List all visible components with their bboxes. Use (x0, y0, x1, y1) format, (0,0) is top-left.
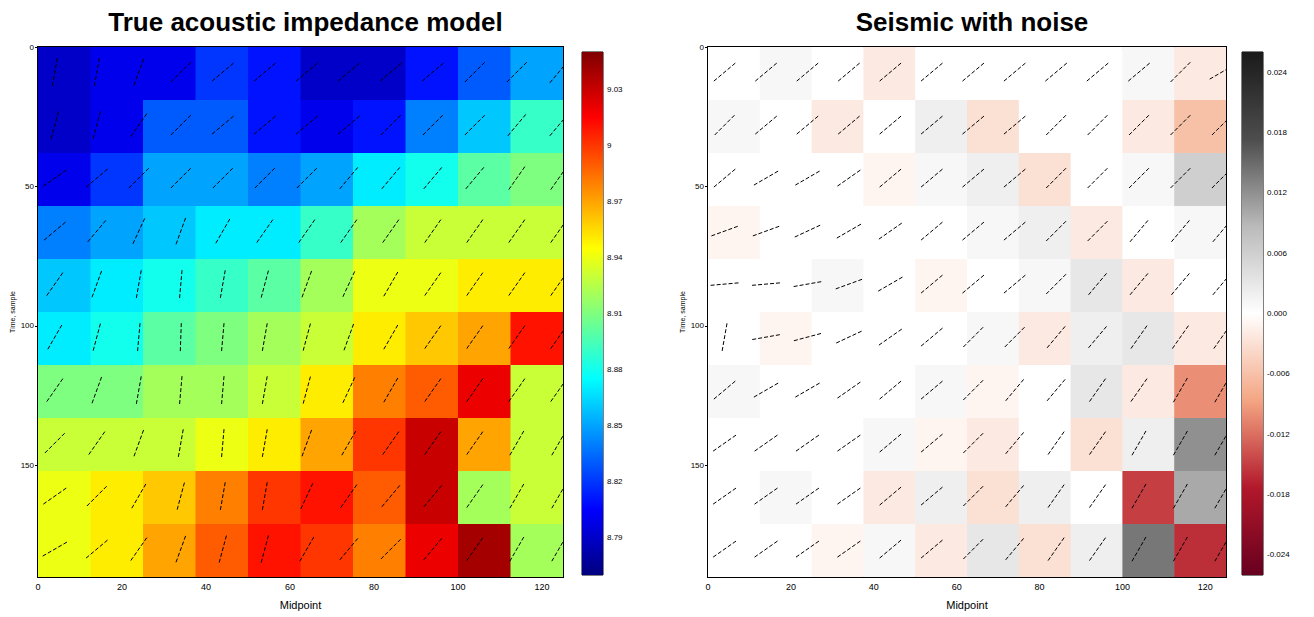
svg-text:100: 100 (21, 321, 35, 330)
svg-text:120: 120 (534, 582, 549, 592)
svg-text:0: 0 (35, 582, 40, 592)
svg-text:9: 9 (607, 141, 612, 150)
svg-text:50: 50 (695, 182, 704, 191)
svg-text:100: 100 (450, 582, 465, 592)
svg-text:40: 40 (869, 582, 879, 592)
svg-text:Time, sample: Time, sample (679, 291, 687, 333)
svg-text:Time, sample: Time, sample (9, 291, 17, 333)
svg-text:60: 60 (285, 582, 295, 592)
svg-text:Seismic with noise: Seismic with noise (856, 7, 1089, 37)
svg-text:40: 40 (201, 582, 211, 592)
svg-text:60: 60 (952, 582, 962, 592)
svg-text:9.03: 9.03 (607, 85, 623, 94)
svg-text:True acoustic impedance model: True acoustic impedance model (108, 7, 502, 37)
svg-text:150: 150 (691, 461, 705, 470)
svg-text:120: 120 (1198, 582, 1213, 592)
svg-text:8.88: 8.88 (607, 365, 623, 374)
svg-text:50: 50 (25, 182, 34, 191)
svg-text:8.91: 8.91 (607, 309, 623, 318)
svg-text:0: 0 (705, 582, 710, 592)
svg-text:0.006: 0.006 (1267, 249, 1288, 258)
svg-text:8.79: 8.79 (607, 533, 623, 542)
svg-text:8.82: 8.82 (607, 477, 623, 486)
svg-text:Midpoint: Midpoint (946, 599, 988, 611)
svg-text:20: 20 (786, 582, 796, 592)
svg-text:100: 100 (691, 321, 705, 330)
svg-text:-0.006: -0.006 (1267, 369, 1290, 378)
svg-text:-0.012: -0.012 (1267, 430, 1290, 439)
svg-text:0: 0 (30, 43, 35, 52)
svg-text:8.85: 8.85 (607, 421, 623, 430)
svg-text:100: 100 (1115, 582, 1130, 592)
svg-text:0: 0 (700, 43, 705, 52)
svg-text:-0.018: -0.018 (1267, 490, 1290, 499)
svg-text:8.97: 8.97 (607, 197, 623, 206)
svg-text:0.000: 0.000 (1267, 309, 1288, 318)
svg-text:8.94: 8.94 (607, 253, 623, 262)
svg-text:20: 20 (117, 582, 127, 592)
svg-text:80: 80 (369, 582, 379, 592)
svg-text:0.012: 0.012 (1267, 188, 1288, 197)
svg-text:150: 150 (21, 461, 35, 470)
svg-text:Midpoint: Midpoint (280, 599, 322, 611)
svg-text:0.018: 0.018 (1267, 128, 1288, 137)
svg-text:0.024: 0.024 (1267, 68, 1288, 77)
svg-text:80: 80 (1035, 582, 1045, 592)
svg-text:-0.024: -0.024 (1267, 550, 1290, 559)
